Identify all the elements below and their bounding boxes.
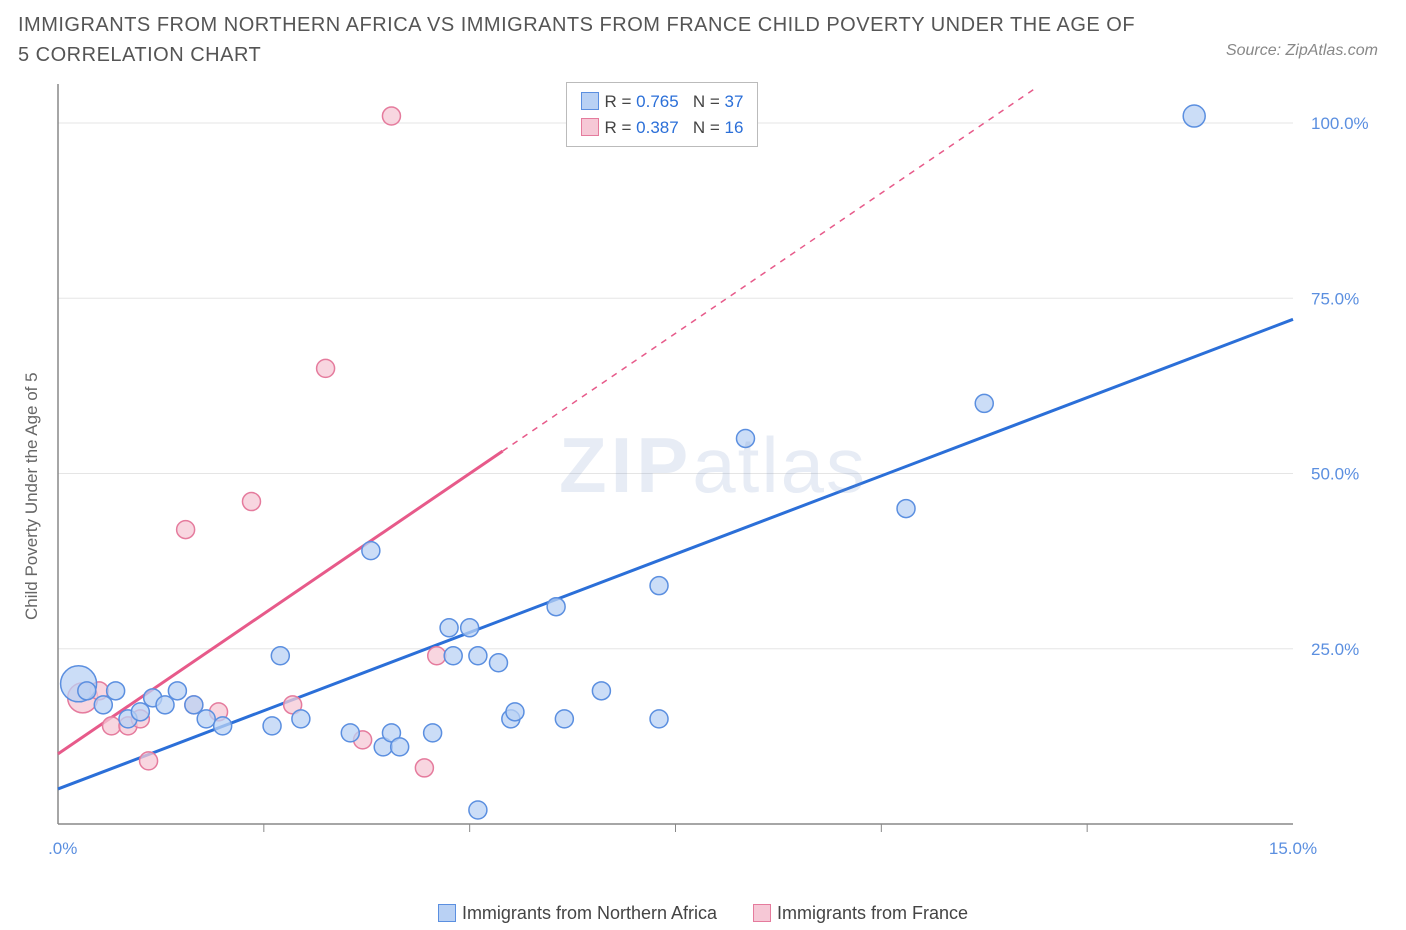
point-northern_africa (650, 710, 668, 728)
point-france (177, 521, 195, 539)
x-tick-label: 15.0% (1269, 839, 1317, 858)
point-northern_africa (391, 738, 409, 756)
point-northern_africa (555, 710, 573, 728)
x-tick-label: 0.0% (48, 839, 77, 858)
point-northern_africa (424, 724, 442, 742)
point-france (140, 752, 158, 770)
point-france (242, 493, 260, 511)
y-tick-label: 75.0% (1311, 289, 1359, 308)
point-northern_africa (107, 682, 125, 700)
point-northern_africa (1183, 105, 1205, 127)
point-northern_africa (469, 647, 487, 665)
point-northern_africa (489, 654, 507, 672)
bottom-legend-label: Immigrants from Northern Africa (462, 903, 717, 923)
y-tick-label: 25.0% (1311, 640, 1359, 659)
bottom-legend-label: Immigrants from France (777, 903, 968, 923)
point-northern_africa (214, 717, 232, 735)
plot-area: ZIPatlas 25.0%50.0%75.0%100.0%0.0%15.0% … (48, 80, 1378, 860)
bottom-legend-item: Immigrants from Northern Africa (438, 903, 717, 923)
point-northern_africa (131, 703, 149, 721)
point-northern_africa (897, 500, 915, 518)
bottom-legend: Immigrants from Northern Africa Immigrant… (0, 903, 1406, 924)
point-northern_africa (440, 619, 458, 637)
point-france (415, 759, 433, 777)
chart-container: IMMIGRANTS FROM NORTHERN AFRICA VS IMMIG… (0, 0, 1406, 930)
point-northern_africa (362, 542, 380, 560)
legend-swatch (581, 118, 599, 136)
point-northern_africa (185, 696, 203, 714)
point-france (382, 107, 400, 125)
point-france (317, 359, 335, 377)
point-northern_africa (341, 724, 359, 742)
point-france (103, 717, 121, 735)
point-northern_africa (975, 394, 993, 412)
chart-title: IMMIGRANTS FROM NORTHERN AFRICA VS IMMIG… (18, 10, 1138, 70)
source-label: Source: ZipAtlas.com (1226, 42, 1378, 60)
trend-line-northern_africa (58, 319, 1293, 789)
point-france (428, 647, 446, 665)
bottom-legend-item: Immigrants from France (753, 903, 968, 923)
y-axis-label: Child Poverty Under the Age of 5 (22, 372, 42, 620)
point-northern_africa (271, 647, 289, 665)
point-northern_africa (156, 696, 174, 714)
point-northern_africa (650, 577, 668, 595)
legend-swatch (581, 92, 599, 110)
scatter-chart: 25.0% 50.0% 75.0% 100.0% 0.0% 15.0% (48, 80, 1378, 860)
legend-swatch (753, 904, 771, 922)
point-northern_africa (469, 801, 487, 819)
stats-legend-row: R = 0.765 N = 37 (581, 89, 744, 115)
point-northern_africa (506, 703, 524, 721)
point-northern_africa (592, 682, 610, 700)
trend-line-france (58, 451, 503, 754)
point-northern_africa (736, 429, 754, 447)
point-northern_africa (94, 696, 112, 714)
point-northern_africa (547, 598, 565, 616)
point-northern_africa (444, 647, 462, 665)
legend-swatch (438, 904, 456, 922)
point-northern_africa (197, 710, 215, 728)
y-tick-label: 50.0% (1311, 465, 1359, 484)
point-northern_africa (292, 710, 310, 728)
y-tick-label: 100.0% (1311, 114, 1369, 133)
point-northern_africa (168, 682, 186, 700)
point-northern_africa (263, 717, 281, 735)
point-northern_africa (461, 619, 479, 637)
stats-legend-box: R = 0.765 N = 37R = 0.387 N = 16 (566, 82, 759, 147)
stats-legend-row: R = 0.387 N = 16 (581, 115, 744, 141)
point-northern_africa (78, 682, 96, 700)
